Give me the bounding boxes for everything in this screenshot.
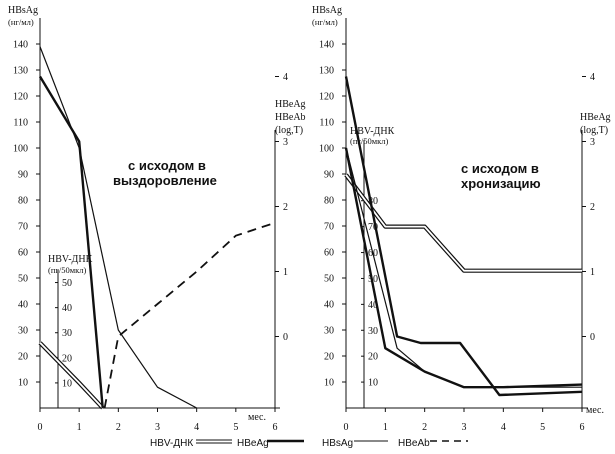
x-unit-label: мес.: [586, 405, 604, 416]
right-axis-title-2: HBeAb: [275, 112, 306, 123]
legend-label-hbsag: HBsAg: [322, 438, 353, 449]
x-tick-label: 2: [422, 422, 427, 433]
inner-axis-unit: (пг/50мкл): [350, 136, 388, 146]
inner-tick-label: 20: [368, 352, 378, 363]
left-tick-label: 120: [13, 92, 28, 103]
left-tick-label: 40: [18, 300, 28, 311]
legend-label-hbv-dna: HBV-ДНК: [150, 438, 193, 449]
left-tick-label: 90: [324, 170, 334, 181]
x-tick-label: 6: [580, 422, 585, 433]
x-tick-label: 5: [233, 422, 238, 433]
right-axis-unit: (log,T): [275, 125, 303, 136]
inner-tick-label: 50: [62, 278, 72, 289]
series-hbeag-line: [344, 76, 583, 397]
left-axis-title: HBsAg: [8, 5, 38, 16]
left-tick-label: 110: [13, 118, 28, 129]
series-hbeab-line: [103, 221, 276, 409]
left-tick-label: 100: [13, 144, 28, 155]
right-tick-label: 3: [283, 137, 288, 148]
series-hbeag-line: [38, 75, 104, 409]
x-tick-label: 0: [38, 422, 43, 433]
right-axis-title: HBeAg: [580, 112, 611, 123]
right-axis-unit: (log,T): [580, 125, 608, 136]
left-tick-label: 110: [319, 118, 334, 129]
left-tick-label: 10: [18, 378, 28, 389]
x-tick-label: 2: [116, 422, 121, 433]
x-tick-label: 1: [383, 422, 388, 433]
left-tick-label: 70: [324, 222, 334, 233]
x-unit-label: мес.: [248, 412, 266, 423]
inner-tick-label: 10: [62, 378, 72, 389]
left-tick-label: 60: [18, 248, 28, 259]
right-tick-label: 1: [283, 267, 288, 278]
left-tick-label: 10: [324, 378, 334, 389]
x-tick-label: 0: [344, 422, 349, 433]
right-tick-label: 4: [283, 72, 288, 83]
legend-label-hbeag: HBeAg: [237, 438, 269, 449]
left-tick-label: 20: [18, 352, 28, 363]
right-tick-label: 1: [590, 267, 595, 278]
left-tick-label: 80: [18, 196, 28, 207]
inner-tick-label: 20: [62, 353, 72, 364]
annotation-line-2: хронизацию: [461, 176, 541, 191]
inner-axis-unit: (пг/50мкл): [48, 265, 86, 275]
left-tick-label: 140: [319, 40, 334, 51]
x-tick-label: 4: [501, 422, 506, 433]
x-tick-label: 3: [462, 422, 467, 433]
right-tick-label: 2: [590, 202, 595, 213]
left-tick-label: 60: [324, 248, 334, 259]
inner-tick-label: 40: [62, 303, 72, 314]
left-tick-label: 50: [18, 274, 28, 285]
series-hbv-днк-line-inner: [39, 342, 104, 409]
left-tick-label: 130: [319, 66, 334, 77]
x-tick-label: 5: [540, 422, 545, 433]
left-tick-label: 80: [324, 196, 334, 207]
right-tick-label: 3: [590, 137, 595, 148]
inner-tick-label: 30: [62, 328, 72, 339]
left-tick-label: 40: [324, 300, 334, 311]
legend: HBV-ДНК HBeAg HBsAg HBeAb: [150, 438, 468, 449]
left-tick-label: 120: [319, 92, 334, 103]
right-tick-label: 2: [283, 202, 288, 213]
left-tick-label: 50: [324, 274, 334, 285]
series-hbsag-line: [344, 147, 583, 389]
left-axis-unit: (нг/мл): [8, 17, 34, 27]
inner-axis-title: HBV-ДНК: [350, 126, 395, 137]
right-tick-label: 4: [590, 72, 595, 83]
inner-tick-label: 80: [368, 196, 378, 207]
annotation-line-2: выздоровление: [113, 173, 217, 188]
left-axis-title: HBsAg: [312, 5, 342, 16]
left-tick-label: 30: [18, 326, 28, 337]
series-hbsag-line: [39, 46, 197, 409]
left-tick-label: 30: [324, 326, 334, 337]
left-tick-label: 130: [13, 66, 28, 77]
inner-tick-label: 70: [368, 222, 378, 233]
x-tick-label: 4: [194, 422, 199, 433]
left-tick-label: 100: [319, 144, 334, 155]
inner-tick-label: 10: [368, 378, 378, 389]
right-tick-label: 0: [283, 332, 288, 343]
inner-tick-label: 30: [368, 326, 378, 337]
left-tick-label: 20: [324, 352, 334, 363]
left-axis-unit: (нг/мл): [312, 17, 338, 27]
x-tick-label: 1: [77, 422, 82, 433]
left-tick-label: 90: [18, 170, 28, 181]
left-tick-label: 140: [13, 40, 28, 51]
x-tick-label: 6: [273, 422, 278, 433]
x-tick-label: 3: [155, 422, 160, 433]
legend-label-hbeab: HBeAb: [398, 438, 430, 449]
annotation-line-1: с исходом в: [128, 158, 206, 173]
right-axis-title: HBeAg: [275, 99, 306, 110]
series-hbv-днк-line-inner: [345, 174, 582, 272]
inner-tick-label: 40: [368, 300, 378, 311]
annotation-line-1: с исходом в: [461, 161, 539, 176]
right-tick-label: 0: [590, 332, 595, 343]
inner-axis-title: HBV-ДНК: [48, 254, 93, 265]
left-tick-label: 70: [18, 222, 28, 233]
